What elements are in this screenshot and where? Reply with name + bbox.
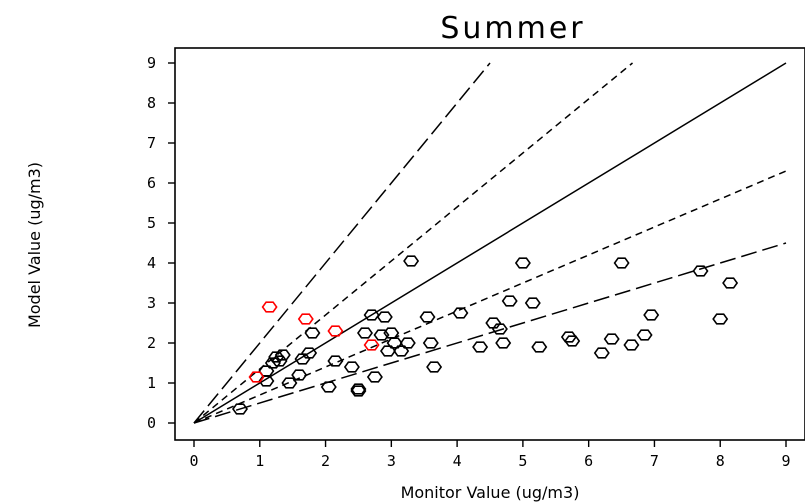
y-tick-label-0: 0 xyxy=(147,414,156,432)
data-point-0-47 xyxy=(643,309,660,321)
x-tick-label-8: 8 xyxy=(716,452,725,470)
data-point-0-39 xyxy=(531,341,548,353)
plot-frame xyxy=(174,47,805,441)
x-tick-label-5: 5 xyxy=(518,452,527,470)
data-point-0-32 xyxy=(472,341,489,353)
data-point-0-48 xyxy=(692,265,709,277)
y-tick-label-9: 9 xyxy=(147,54,156,72)
x-tick-label-3: 3 xyxy=(387,452,396,470)
data-point-0-34 xyxy=(491,323,508,335)
data-point-0-18 xyxy=(363,309,380,321)
data-point-0-50 xyxy=(722,277,739,289)
data-point-0-22 xyxy=(380,345,396,357)
x-axis: 0 1 2 3 4 5 6 7 8 9 xyxy=(189,440,791,470)
data-point-0-31 xyxy=(452,307,469,319)
data-point-1-1 xyxy=(261,301,278,313)
x-tick-label-2: 2 xyxy=(321,452,330,470)
y-tick-label-1: 1 xyxy=(147,374,156,392)
data-point-0-45 xyxy=(623,339,640,351)
data-point-0-12 xyxy=(320,381,337,393)
data-point-0-21 xyxy=(376,311,393,323)
data-point-0-4 xyxy=(268,351,285,363)
data-point-0-14 xyxy=(343,361,360,373)
data-point-1-2 xyxy=(297,313,314,325)
reference-line-1 xyxy=(193,62,491,424)
y-tick-label-5: 5 xyxy=(147,214,156,232)
y-tick-label-3: 3 xyxy=(147,294,156,312)
data-point-1-4 xyxy=(363,339,380,351)
data-point-0-17 xyxy=(357,327,373,339)
data-point-0-29 xyxy=(422,337,439,349)
data-point-0-7 xyxy=(281,377,298,389)
data-point-0-8 xyxy=(291,369,308,381)
reference-line-3 xyxy=(193,62,787,424)
reference-line-2 xyxy=(193,62,633,424)
data-point-0-43 xyxy=(603,333,620,345)
x-tick-label-0: 0 xyxy=(189,452,198,470)
y-axis: 0 1 2 3 4 5 6 7 8 9 xyxy=(147,54,175,432)
data-point-0-38 xyxy=(524,297,541,309)
data-point-0-6 xyxy=(274,349,291,361)
data-point-0-28 xyxy=(419,311,436,323)
y-tick-label-2: 2 xyxy=(147,334,156,352)
reference-line-4 xyxy=(193,170,787,424)
x-tick-label-1: 1 xyxy=(255,452,264,470)
data-point-0-10 xyxy=(301,347,318,359)
x-tick-label-4: 4 xyxy=(453,452,462,470)
chart-title: Summer xyxy=(440,11,585,46)
data-point-0-5 xyxy=(271,355,288,367)
data-point-0-36 xyxy=(501,295,518,307)
data-point-0-0 xyxy=(232,403,248,415)
data-point-0-25 xyxy=(393,345,410,357)
x-tick-label-6: 6 xyxy=(584,452,593,470)
data-points xyxy=(232,255,739,415)
data-point-0-35 xyxy=(495,337,512,349)
data-point-0-46 xyxy=(636,329,653,341)
data-point-0-40 xyxy=(560,331,577,343)
y-axis-label: Model Value (ug/m3) xyxy=(25,162,44,328)
data-point-0-16 xyxy=(350,383,367,395)
data-point-0-11 xyxy=(304,327,321,339)
x-tick-label-9: 9 xyxy=(781,452,790,470)
data-point-0-41 xyxy=(564,335,581,347)
data-point-0-26 xyxy=(399,337,416,349)
data-point-0-3 xyxy=(264,357,281,369)
data-point-0-33 xyxy=(485,317,502,329)
x-axis-label: Monitor Value (ug/m3) xyxy=(401,483,580,502)
data-point-1-3 xyxy=(327,325,344,337)
data-point-0-9 xyxy=(294,353,311,365)
x-tick-label-7: 7 xyxy=(650,452,659,470)
data-point-1-0 xyxy=(248,371,265,383)
data-point-0-37 xyxy=(514,257,531,269)
y-tick-label-6: 6 xyxy=(147,174,156,192)
data-point-0-20 xyxy=(373,329,390,341)
y-tick-label-8: 8 xyxy=(147,94,156,112)
data-point-0-42 xyxy=(593,347,610,359)
y-tick-label-7: 7 xyxy=(147,134,156,152)
data-point-0-15 xyxy=(350,385,367,397)
data-point-0-30 xyxy=(426,361,443,373)
data-point-0-13 xyxy=(327,355,344,367)
y-tick-label-4: 4 xyxy=(147,254,156,272)
data-point-0-2 xyxy=(258,365,275,377)
data-point-0-44 xyxy=(613,257,630,269)
reference-lines xyxy=(193,62,787,424)
data-point-0-24 xyxy=(386,337,403,349)
reference-line-5 xyxy=(193,242,787,424)
data-point-0-27 xyxy=(403,255,420,267)
data-point-0-49 xyxy=(712,313,729,325)
data-point-0-19 xyxy=(366,371,383,383)
